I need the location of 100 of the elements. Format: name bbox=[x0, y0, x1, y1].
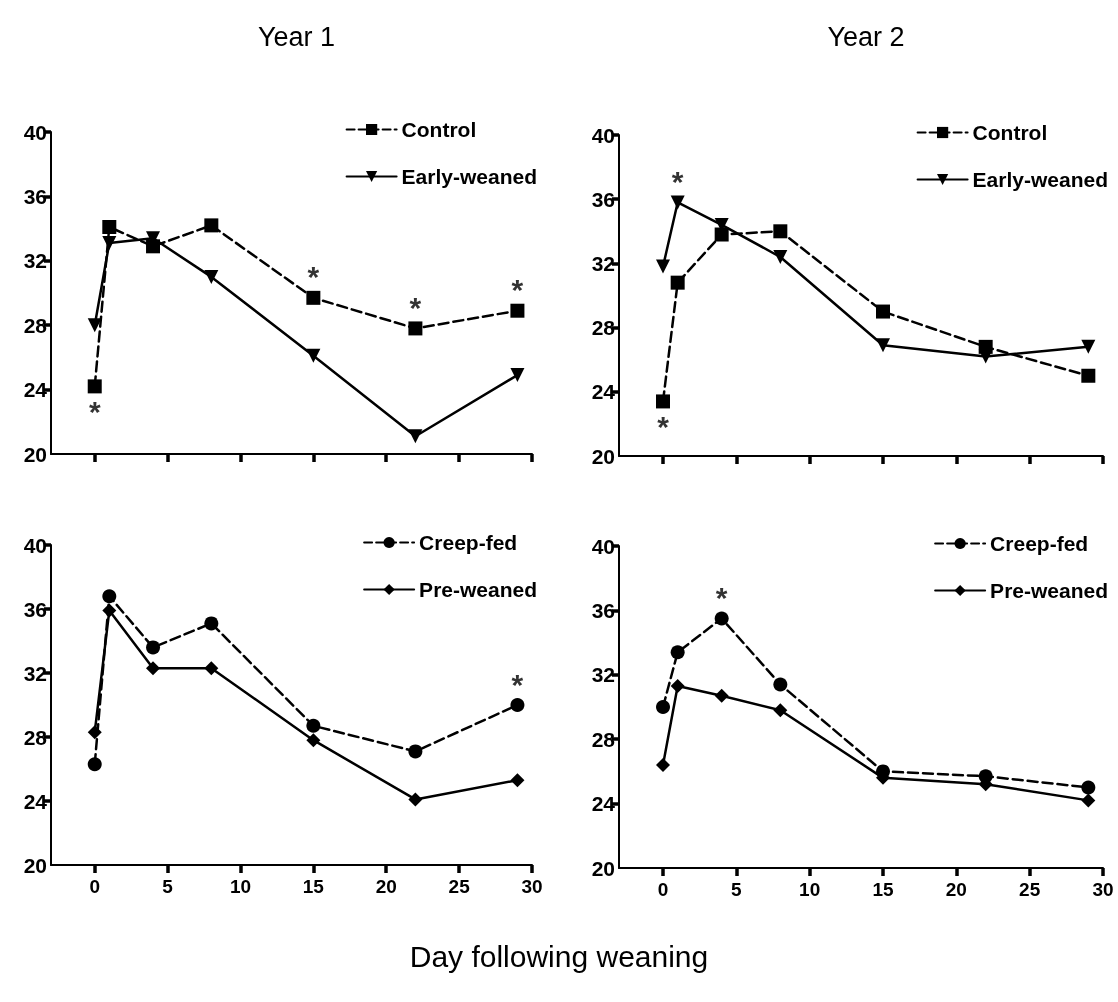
y-tick-label: 28 bbox=[591, 727, 616, 751]
point bbox=[306, 718, 321, 733]
y-tick-label: 36 bbox=[591, 598, 615, 622]
point bbox=[306, 290, 321, 305]
chart-title: Year 2 bbox=[827, 21, 905, 52]
y-tick-label: 40 bbox=[23, 120, 47, 144]
point bbox=[714, 611, 729, 626]
chart-title: Year 1 bbox=[257, 21, 336, 52]
point bbox=[408, 321, 423, 336]
y-tick-label: 24 bbox=[23, 378, 48, 402]
point bbox=[408, 744, 423, 759]
point bbox=[102, 236, 117, 251]
x-tick-label: 25 bbox=[1019, 879, 1041, 900]
x-tick-label: 20 bbox=[375, 876, 397, 897]
x-tick-label: 0 bbox=[657, 879, 669, 900]
point bbox=[102, 589, 117, 604]
legend-label: Creep-fed bbox=[990, 532, 1089, 555]
point bbox=[656, 700, 670, 714]
annotation: * bbox=[671, 164, 684, 198]
point bbox=[204, 616, 219, 631]
point bbox=[204, 269, 219, 284]
point bbox=[1081, 793, 1096, 808]
point bbox=[773, 703, 788, 718]
point bbox=[670, 195, 685, 210]
point bbox=[714, 688, 729, 703]
point bbox=[670, 275, 685, 290]
x-tick-label: 5 bbox=[162, 876, 174, 897]
point bbox=[978, 349, 993, 364]
point bbox=[510, 698, 525, 712]
point bbox=[876, 338, 890, 353]
y-tick-label: 36 bbox=[23, 597, 47, 621]
legend-label: Control bbox=[401, 118, 477, 141]
x-tick-label: 10 bbox=[229, 876, 252, 897]
y-tick-label: 40 bbox=[591, 534, 615, 558]
point bbox=[408, 792, 423, 807]
point bbox=[204, 218, 219, 233]
point bbox=[670, 645, 685, 660]
y-tick-label: 20 bbox=[591, 444, 615, 468]
y-tick-label: 28 bbox=[23, 313, 48, 337]
y-tick-label: 20 bbox=[23, 853, 47, 877]
point bbox=[146, 239, 161, 254]
point bbox=[146, 640, 161, 655]
y-tick-label: 40 bbox=[23, 533, 47, 557]
y-tick-label: 24 bbox=[591, 792, 616, 816]
point bbox=[87, 318, 102, 333]
point bbox=[714, 227, 729, 242]
point bbox=[773, 224, 788, 239]
annotation: * bbox=[657, 409, 670, 443]
point bbox=[510, 303, 525, 318]
point bbox=[204, 661, 219, 676]
y-tick-label: 36 bbox=[23, 184, 47, 208]
annotation: * bbox=[511, 273, 524, 307]
point bbox=[656, 259, 670, 274]
annotation: * bbox=[715, 580, 728, 614]
y-tick-label: 24 bbox=[23, 789, 48, 813]
x-tick-label: 30 bbox=[521, 876, 543, 897]
point bbox=[306, 348, 321, 363]
y-tick-label: 32 bbox=[23, 249, 47, 273]
y-tick-label: 32 bbox=[591, 663, 615, 687]
point bbox=[87, 757, 102, 772]
annotation: * bbox=[307, 260, 320, 294]
point bbox=[670, 679, 685, 694]
legend-label: Creep-fed bbox=[419, 531, 518, 554]
point bbox=[876, 304, 890, 319]
x-tick-label: 30 bbox=[1092, 879, 1114, 900]
annotation: * bbox=[511, 667, 524, 701]
y-tick-label: 24 bbox=[591, 380, 616, 404]
legend-label: Early-weaned bbox=[972, 168, 1109, 191]
y-tick-label: 20 bbox=[23, 442, 47, 466]
point bbox=[656, 757, 670, 772]
annotation: * bbox=[88, 394, 101, 428]
point bbox=[102, 219, 117, 234]
y-tick-label: 36 bbox=[591, 187, 615, 211]
y-tick-label: 32 bbox=[23, 661, 47, 685]
point bbox=[656, 394, 670, 409]
y-tick-label: 40 bbox=[591, 123, 615, 147]
x-axis-title: Day following weaning bbox=[408, 940, 710, 974]
x-tick-label: 0 bbox=[89, 876, 101, 897]
annotation: * bbox=[409, 290, 422, 324]
y-tick-label: 28 bbox=[23, 725, 48, 749]
point bbox=[510, 773, 525, 788]
x-tick-label: 15 bbox=[872, 879, 894, 900]
point bbox=[510, 368, 525, 383]
point bbox=[408, 429, 423, 444]
legend-label: Control bbox=[972, 121, 1048, 144]
point bbox=[1081, 780, 1096, 795]
point bbox=[146, 661, 161, 676]
x-tick-label: 20 bbox=[945, 879, 967, 900]
point bbox=[773, 249, 788, 264]
point bbox=[306, 733, 321, 748]
point bbox=[87, 379, 102, 394]
point bbox=[102, 603, 117, 618]
legend-label: Early-weaned bbox=[401, 165, 538, 188]
x-tick-label: 10 bbox=[799, 879, 821, 900]
y-tick-label: 32 bbox=[591, 251, 615, 275]
y-tick-label: 28 bbox=[591, 316, 616, 340]
point bbox=[1081, 368, 1096, 383]
legend-label: Pre-weaned bbox=[990, 579, 1109, 602]
y-tick-label: 20 bbox=[591, 856, 615, 880]
legend-label: Pre-weaned bbox=[419, 578, 538, 601]
